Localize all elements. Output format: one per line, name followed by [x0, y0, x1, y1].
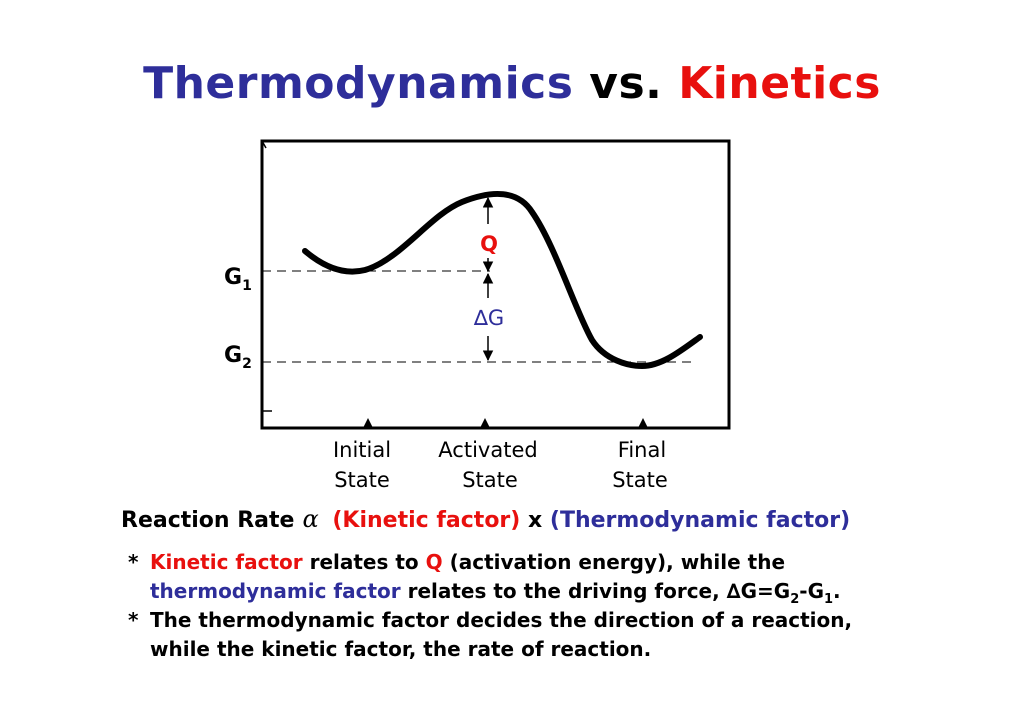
- delta-g-label: ∆G: [473, 306, 504, 330]
- final-state-label: Final State: [612, 438, 668, 492]
- diagram-frame: [260, 139, 731, 430]
- energy-curve: [302, 191, 703, 370]
- rate-prefix: Reaction Rate: [121, 508, 295, 533]
- q-label: Q: [480, 232, 498, 256]
- final-state-marker: [638, 418, 648, 428]
- g1-label: G1: [224, 265, 252, 294]
- note-1-bullet: *: [128, 550, 139, 574]
- notes: * Kinetic factor relates to Q (activatio…: [128, 548, 1008, 664]
- title-thermodynamics: Thermodynamics: [143, 58, 574, 109]
- initial-state-label: Initial State: [333, 438, 391, 492]
- note-2-line1: The thermodynamic factor decides the dir…: [150, 608, 853, 632]
- rate-thermodynamic-factor: (Thermodynamic factor): [549, 508, 851, 533]
- note-1: * Kinetic factor relates to Q (activatio…: [128, 548, 1008, 606]
- initial-state-marker: [363, 418, 373, 428]
- note-1-rest2: relates to the driving force, ∆G=G2-G1.: [407, 579, 841, 607]
- note-1-thermo: thermodynamic factor: [150, 579, 401, 603]
- g2-label: G2: [224, 343, 252, 372]
- rate-times: x: [528, 508, 543, 533]
- frame-tick-top: [261, 140, 267, 149]
- note-2-bullet: *: [128, 608, 139, 632]
- title-kinetics: Kinetics: [678, 58, 881, 109]
- activated-state-label: Activated State: [438, 438, 537, 492]
- note-1-rest: (activation energy), while the: [449, 550, 786, 574]
- note-1-q: Q: [425, 550, 443, 574]
- note-2-line2: while the kinetic factor, the rate of re…: [150, 637, 652, 661]
- reaction-rate-equation: Reaction Rate α (Kinetic factor) x (Therm…: [121, 505, 1021, 533]
- note-2: * The thermodynamic factor decides the d…: [128, 606, 1008, 664]
- note-1-relates: relates to: [309, 550, 419, 574]
- title-vs: vs.: [589, 58, 663, 109]
- slide-title: Thermodynamics vs. Kinetics: [0, 58, 1024, 109]
- rate-kinetic-factor: (Kinetic factor): [332, 508, 521, 533]
- alpha-symbol: α: [302, 505, 319, 533]
- note-1-kinetic: Kinetic factor: [150, 550, 303, 574]
- activated-state-marker: [480, 418, 490, 428]
